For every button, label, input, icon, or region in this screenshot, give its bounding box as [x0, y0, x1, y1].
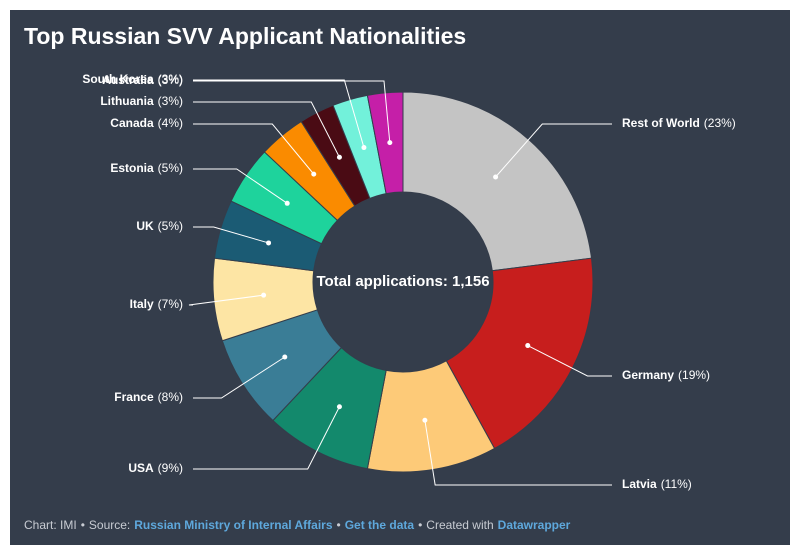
slice [445, 257, 594, 450]
value-label: (9%) [158, 461, 183, 475]
leader-dot [336, 154, 342, 160]
separator: • [80, 518, 85, 532]
slice-label: Rest of World (23%) [622, 116, 736, 130]
category-name: South Korea [82, 72, 154, 86]
center-label: Total applications: 1,156 [316, 273, 489, 290]
leader-line [188, 294, 264, 306]
slice-label: Italy (7%) [130, 297, 183, 311]
leader-dot [525, 343, 531, 349]
category-name: Canada [110, 116, 154, 130]
slice-label: USA (9%) [128, 461, 183, 475]
chart-title: Top Russian SVV Applicant Nationalities [24, 23, 466, 49]
tool-link[interactable]: Datawrapper [497, 518, 571, 532]
slice-label: Australia (3%) [102, 73, 183, 87]
leader-dot [261, 292, 267, 298]
value-label: (5%) [158, 219, 183, 233]
leader-line [527, 345, 612, 377]
source-link[interactable]: Russian Ministry of Internal Affairs [134, 518, 333, 532]
leader-dot [311, 171, 317, 177]
category-name: Latvia [622, 477, 657, 491]
leader-dot [493, 174, 499, 180]
slice-label: Latvia (11%) [622, 477, 692, 491]
category-name: Italy [130, 297, 154, 311]
value-label: (3%) [158, 94, 183, 108]
category-name: Australia [102, 73, 154, 87]
category-name: USA [128, 461, 154, 475]
category-name: Estonia [110, 161, 154, 175]
made-with: Created with [426, 518, 494, 532]
category-name: UK [136, 219, 154, 233]
value-label: (3%) [158, 73, 183, 87]
category-name: France [114, 390, 154, 404]
leader-dot [266, 240, 272, 246]
category-name: Germany [622, 368, 674, 382]
value-label: (23%) [704, 116, 736, 130]
slice [366, 91, 404, 195]
leader-line [193, 101, 340, 158]
value-label: (3%) [158, 72, 183, 86]
slice-label: Germany (19%) [622, 368, 710, 382]
source-label: Source: [88, 518, 131, 532]
leader-dot [282, 354, 288, 360]
leader-line [193, 406, 340, 470]
slice-label: Lithuania (3%) [100, 94, 183, 108]
separator: • [418, 518, 423, 532]
slice [402, 91, 593, 272]
leader-line [193, 356, 286, 399]
footer: Chart: IMI • Source: Russian Ministry of In… [24, 518, 574, 532]
leader-line [193, 79, 365, 148]
slice-label: South Korea (3%) [82, 72, 183, 86]
category-name: Lithuania [100, 94, 154, 108]
data-link[interactable]: Get the data [344, 518, 415, 532]
separator: • [336, 518, 341, 532]
leader-line [193, 168, 288, 204]
slice-label: Estonia (5%) [110, 161, 183, 175]
leader-line [193, 123, 315, 175]
value-label: (4%) [158, 116, 183, 130]
leader-line [193, 80, 391, 143]
leader-dot [336, 404, 342, 410]
value-label: (11%) [661, 477, 692, 491]
chart-card: Top Russian SVV Applicant Nationalities … [10, 10, 790, 545]
leader-line [424, 420, 612, 486]
slice-label: France (8%) [114, 390, 183, 404]
leader-line [495, 123, 612, 178]
category-name: Rest of World [622, 116, 700, 130]
leader-line [193, 226, 269, 244]
leader-dot [422, 417, 428, 423]
slice-label: Canada (4%) [110, 116, 183, 130]
value-label: (8%) [158, 390, 183, 404]
value-label: (7%) [158, 297, 183, 311]
leader-dot [387, 140, 393, 146]
leader-dot [284, 200, 290, 206]
credit: Chart: IMI [24, 518, 77, 532]
leader-dot [361, 145, 367, 151]
chart: Top Russian SVV Applicant Nationalities … [24, 23, 736, 491]
value-label: (5%) [158, 161, 183, 175]
value-label: (19%) [678, 368, 710, 382]
slice-label: UK (5%) [136, 219, 183, 233]
